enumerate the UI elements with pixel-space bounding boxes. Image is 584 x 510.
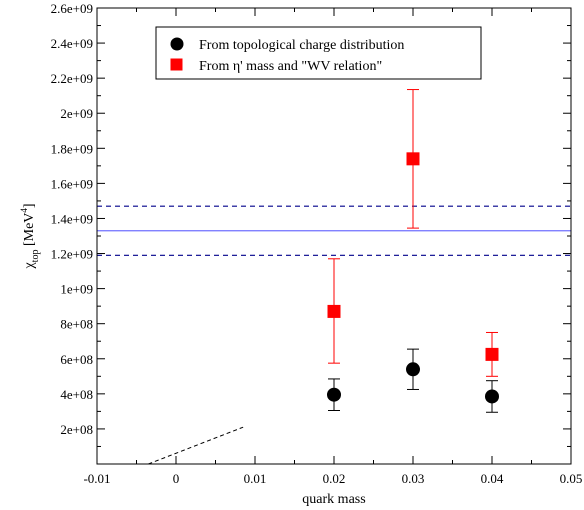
y-axis-label-subscript: top: [30, 250, 41, 263]
y-tick-label: 2e+09: [60, 106, 93, 121]
y-axis-label-symbol: χ: [22, 262, 37, 270]
y-tick-label: 1.2e+09: [51, 247, 93, 262]
y-tick-label: 2.2e+09: [51, 71, 93, 86]
y-tick-label: 8e+08: [60, 317, 93, 332]
x-tick: 0.04: [481, 8, 504, 486]
y-tick: 2e+09: [60, 106, 571, 121]
series-1: [327, 348, 499, 413]
y-tick: 2e+08: [60, 422, 571, 437]
y-tick: 1.2e+09: [51, 247, 571, 262]
y-tick: 2.2e+09: [51, 71, 571, 86]
x-tick-label: 0.03: [402, 471, 425, 486]
guide-line-layer: [148, 426, 244, 465]
y-tick: 6e+08: [60, 352, 571, 367]
svg-text:χtop [MeV4]: χtop [MeV4]: [19, 203, 41, 269]
y-tick-label: 1e+09: [60, 282, 93, 297]
y-tick: 1.6e+09: [51, 176, 571, 191]
legend-marker-circle: [170, 37, 184, 51]
x-tick: 0.03: [402, 8, 425, 486]
data-point-circle: [485, 389, 499, 404]
x-tick: -0.01: [83, 8, 111, 486]
y-tick: 1e+09: [60, 282, 571, 297]
x-tick: 0: [173, 8, 180, 486]
x-tick-label: 0.02: [323, 471, 346, 486]
x-tick-label: 0.05: [560, 471, 583, 486]
x-tick-label: 0.01: [244, 471, 267, 486]
y-tick-label: 1.6e+09: [51, 176, 93, 191]
data-point-square: [406, 152, 420, 166]
y-axis-label-unit: [MeV: [22, 213, 37, 246]
y-tick: 8e+08: [60, 317, 571, 332]
x-tick-label: -0.01: [83, 471, 110, 486]
y-tick: 4e+08: [60, 387, 571, 402]
y-tick-label: 1.4e+09: [51, 211, 93, 226]
legend: From topological charge distribution Fro…: [155, 26, 482, 80]
y-tick-label: 6e+08: [60, 352, 93, 367]
y-tick-label: 1.8e+09: [51, 141, 93, 156]
x-axis-label: quark mass: [302, 492, 365, 507]
x-tick-label: 0: [173, 471, 180, 486]
axis-layer: -0.01 0 0.01 0.02 0.03 0.04 0.05 2e+08 4e+08 6e+0…: [51, 1, 583, 486]
y-tick-label: 4e+08: [60, 387, 93, 402]
guide-line-dashed: [148, 426, 244, 465]
y-tick: 2.4e+09: [51, 36, 571, 51]
data-point-circle: [327, 387, 341, 402]
legend-label-series-1: From topological charge distribution: [199, 38, 404, 53]
y-tick: 2.6e+09: [51, 1, 571, 16]
reference-lines: [97, 205, 571, 256]
y-axis-label-unit-exponent: 4: [19, 208, 29, 213]
data-point-circle: [406, 362, 420, 377]
legend-marker-square: [170, 58, 183, 71]
y-tick-label: 2.4e+09: [51, 36, 93, 51]
y-tick-label: 2e+08: [60, 422, 93, 437]
data-layer: [327, 89, 499, 413]
legend-box: [155, 26, 482, 80]
series-2: [327, 89, 499, 377]
x-tick: 0.05: [560, 8, 583, 486]
data-point-square: [485, 347, 499, 361]
y-tick: 1.4e+09: [51, 211, 571, 226]
y-tick-label: 2.6e+09: [51, 1, 93, 16]
y-tick: 1.8e+09: [51, 141, 571, 156]
x-tick: 0.01: [244, 8, 267, 486]
y-axis-label-unit-close: ]: [22, 203, 37, 208]
legend-label-series-2: From η' mass and "WV relation": [199, 59, 382, 74]
data-point-square: [327, 304, 341, 318]
x-tick-label: 0.04: [481, 471, 504, 486]
y-axis-label: χtop [MeV4]: [19, 203, 41, 269]
x-tick: 0.02: [323, 8, 346, 486]
